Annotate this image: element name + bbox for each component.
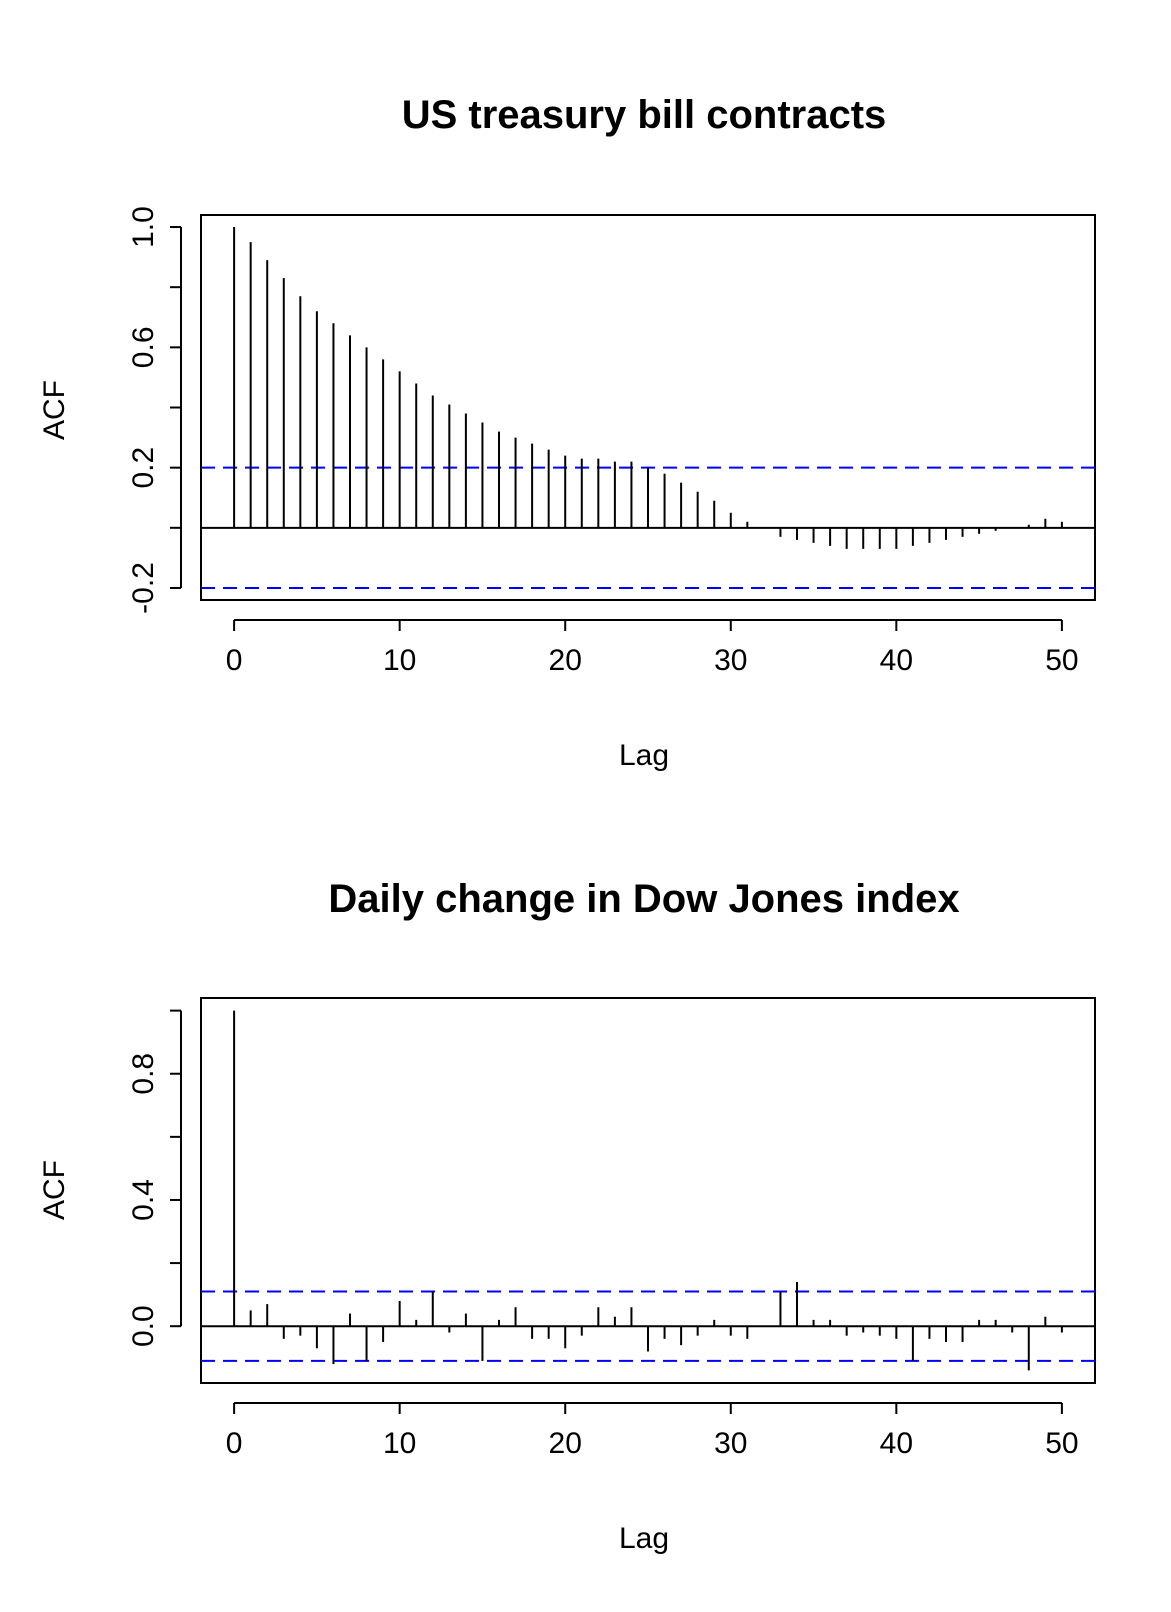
- x-tick-label: 0: [226, 644, 243, 677]
- y-tick-label: 0.6: [127, 326, 160, 368]
- x-axis-label: Lag: [619, 1522, 669, 1555]
- y-tick-label: 0.2: [127, 447, 160, 489]
- x-tick-label: 40: [880, 644, 913, 677]
- acf-bars: [201, 227, 1095, 589]
- y-tick-label: 0.0: [127, 1305, 160, 1347]
- y-axis: 0.0 0.4 0.8: [127, 1009, 182, 1347]
- acf-panel-dowjones: Daily change in Dow Jones index 0.00.40.…: [38, 877, 1096, 1555]
- x-tick-label: 20: [549, 644, 582, 677]
- chart-title: US treasury bill contracts: [402, 93, 887, 137]
- x-tick-label: 40: [880, 1427, 913, 1460]
- plot-frame: [200, 997, 1096, 1384]
- x-tick-label: 0: [226, 1427, 243, 1460]
- x-tick-label: 50: [1045, 644, 1078, 677]
- x-tick-label: 10: [383, 1427, 416, 1460]
- chart-title: Daily change in Dow Jones index: [328, 877, 959, 921]
- x-tick-label: 10: [383, 644, 416, 677]
- x-axis: 0 10 20 30 40 50: [226, 1402, 1079, 1460]
- acf-bars: [201, 1010, 1095, 1371]
- y-axis-label: ACF: [38, 380, 71, 440]
- x-tick-label: 50: [1045, 1427, 1078, 1460]
- x-tick-label: 20: [549, 1427, 582, 1460]
- y-tick-label: 0.8: [127, 1053, 160, 1095]
- x-axis-label: Lag: [619, 739, 669, 772]
- y-axis: -0.2 0.2 0.6 1.0: [127, 206, 182, 614]
- x-axis: 0 10 20 30 40 50: [226, 619, 1079, 677]
- acf-panel-treasury: US treasury bill contracts -0.2 0.2 0.6 1.0…: [38, 93, 1096, 772]
- y-axis-label: ACF: [38, 1160, 71, 1220]
- y-tick-label: 1.0: [127, 206, 160, 248]
- y-tick-label: 0.4: [127, 1179, 160, 1221]
- x-tick-label: 30: [714, 1427, 747, 1460]
- plot-frame: [200, 214, 1096, 601]
- x-tick-label: 30: [714, 644, 747, 677]
- y-tick-label: -0.2: [127, 562, 160, 614]
